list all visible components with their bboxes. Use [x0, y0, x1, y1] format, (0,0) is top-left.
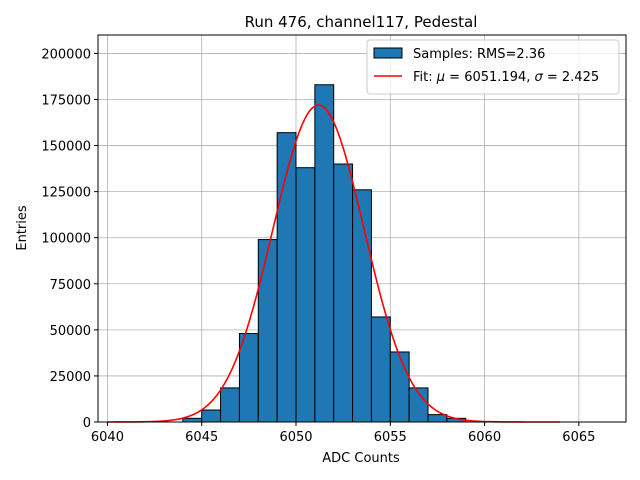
x-tick-label: 6060 — [468, 430, 501, 445]
legend-fit-sigma-value: = 2.425 — [543, 70, 599, 85]
histogram-bar — [221, 388, 240, 422]
y-tick-label: 50000 — [50, 324, 91, 339]
x-tick-label: 6050 — [279, 430, 312, 445]
histogram-bar — [353, 190, 372, 422]
histogram-bar — [202, 410, 221, 422]
y-tick-label: 100000 — [41, 232, 91, 247]
legend: Samples: RMS=2.36 Fit: μ = 6051.194, σ =… — [367, 40, 619, 94]
legend-fit-mu-symbol: μ — [436, 70, 445, 85]
histogram-bar — [239, 334, 258, 422]
legend-fit-prefix: Fit: — [413, 70, 437, 85]
histogram-bar — [371, 317, 390, 422]
chart-title: Run 476, channel117, Pedestal — [245, 13, 478, 31]
y-tick-label: 175000 — [41, 94, 91, 109]
x-tick-label: 6045 — [185, 430, 218, 445]
legend-fit-label: Fit: μ = 6051.194, σ = 2.425 — [413, 70, 599, 85]
y-tick-label: 75000 — [50, 278, 91, 293]
y-tick-label: 0 — [83, 416, 91, 431]
histogram-bar — [183, 418, 202, 422]
x-tick-label: 6055 — [374, 430, 407, 445]
legend-histogram-label: Samples: RMS=2.36 — [413, 47, 545, 62]
histogram-bar — [315, 85, 334, 422]
y-tick-label: 125000 — [41, 186, 91, 201]
histogram-bar — [334, 164, 353, 422]
histogram-bar — [258, 240, 277, 422]
y-tick-label: 25000 — [50, 370, 91, 385]
y-tick-label: 150000 — [41, 140, 91, 155]
x-axis-label: ADC Counts — [322, 451, 400, 466]
legend-histogram-swatch — [374, 48, 402, 58]
histogram-bar — [428, 415, 447, 422]
legend-fit-mu-value: = 6051.194, — [445, 70, 534, 85]
y-tick-label: 200000 — [41, 47, 91, 62]
y-axis-label: Entries — [15, 205, 30, 251]
histogram-bar — [296, 168, 315, 422]
x-tick-label: 6040 — [91, 430, 124, 445]
x-tick-label: 6065 — [562, 430, 595, 445]
histogram-bar — [390, 352, 409, 422]
